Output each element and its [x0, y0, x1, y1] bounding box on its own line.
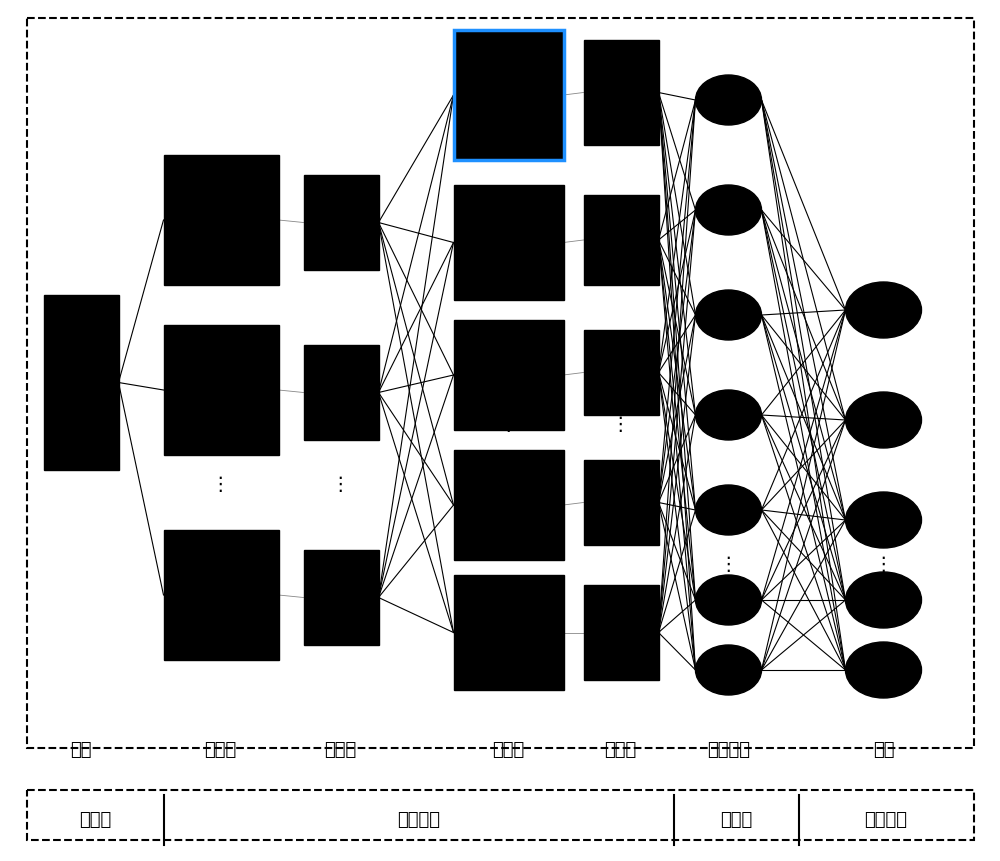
Text: 池化层: 池化层 — [604, 741, 637, 759]
Bar — [454, 185, 564, 300]
Text: 全连接层: 全连接层 — [707, 741, 750, 759]
Ellipse shape — [846, 492, 922, 548]
Ellipse shape — [696, 75, 762, 125]
Text: 卷积层: 卷积层 — [492, 741, 525, 759]
Text: ⋮: ⋮ — [874, 555, 893, 574]
Ellipse shape — [696, 290, 762, 340]
Bar — [164, 155, 278, 285]
Text: ⋮: ⋮ — [719, 555, 738, 574]
Bar — [454, 575, 564, 690]
Text: 池化层: 池化层 — [324, 741, 357, 759]
Ellipse shape — [696, 485, 762, 535]
Ellipse shape — [846, 392, 922, 448]
Text: ⋮: ⋮ — [211, 474, 230, 493]
Bar — [304, 175, 378, 270]
Bar — [454, 320, 564, 430]
Ellipse shape — [696, 390, 762, 440]
Text: 大数据: 大数据 — [79, 811, 111, 829]
Bar — [164, 530, 278, 660]
Bar — [454, 30, 564, 160]
Text: 卷积层: 卷积层 — [204, 741, 237, 759]
Bar — [584, 195, 658, 285]
Text: 故障类型: 故障类型 — [864, 811, 908, 829]
Text: ⋮: ⋮ — [611, 416, 630, 435]
Bar — [584, 330, 658, 415]
Bar — [27, 18, 974, 748]
Bar — [304, 550, 378, 645]
Ellipse shape — [696, 185, 762, 235]
Bar — [584, 585, 658, 680]
Bar — [454, 450, 564, 560]
Bar — [454, 30, 564, 160]
Ellipse shape — [846, 572, 922, 628]
Bar — [44, 295, 119, 470]
Text: 输入: 输入 — [70, 741, 91, 759]
Bar — [27, 790, 974, 840]
Ellipse shape — [696, 645, 762, 695]
Text: 输出: 输出 — [873, 741, 894, 759]
Bar — [584, 40, 658, 145]
Ellipse shape — [846, 282, 922, 338]
Text: 分类器: 分类器 — [720, 811, 752, 829]
Ellipse shape — [846, 642, 922, 698]
Text: ⋮: ⋮ — [331, 474, 350, 493]
Bar — [584, 460, 658, 545]
Bar — [164, 325, 278, 455]
Ellipse shape — [696, 575, 762, 625]
Text: ⋮: ⋮ — [499, 416, 518, 435]
Bar — [304, 345, 378, 440]
Text: 特征学习: 特征学习 — [397, 811, 440, 829]
